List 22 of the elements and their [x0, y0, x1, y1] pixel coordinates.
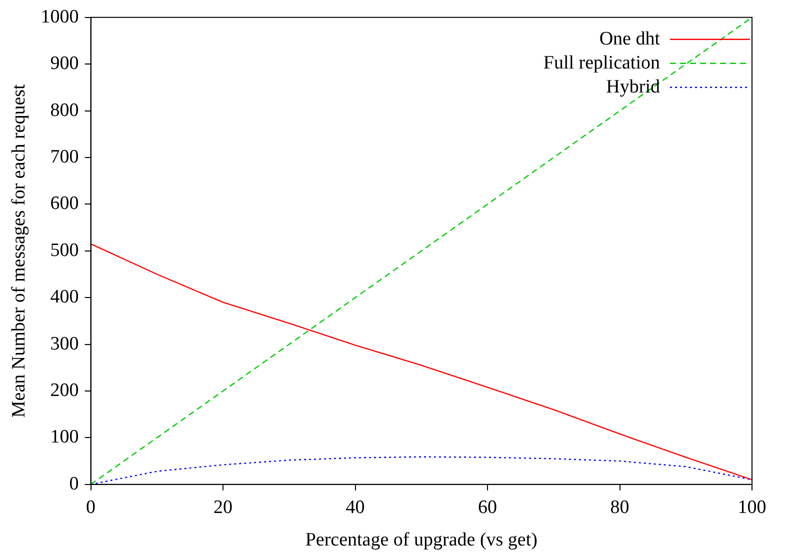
- legend-label: One dht: [599, 28, 661, 50]
- y-tick-label: 200: [50, 380, 79, 401]
- y-tick-label: 800: [50, 100, 79, 121]
- y-tick-label: 600: [50, 193, 79, 214]
- y-tick-label: 300: [50, 333, 79, 354]
- x-tick-label: 40: [346, 496, 365, 518]
- x-axis-title: Percentage of upgrade (vs get): [305, 530, 538, 551]
- x-tick-label: 20: [214, 496, 233, 518]
- x-tick-label: 0: [86, 496, 96, 518]
- y-tick-label: 0: [69, 473, 79, 494]
- y-tick-label: 900: [50, 53, 79, 74]
- y-tick-label: 500: [50, 240, 79, 261]
- x-tick-label: 100: [738, 496, 766, 518]
- x-tick-label: 80: [610, 496, 630, 518]
- y-tick-label: 700: [50, 146, 79, 168]
- y-tick-label: 400: [50, 286, 79, 308]
- y-axis-title: Mean Number of messages for each request: [8, 83, 30, 418]
- y-tick-label: 100: [50, 426, 79, 448]
- legend-label: Hybrid: [606, 76, 660, 98]
- legend-label: Full replication: [543, 52, 660, 74]
- y-tick-label: 1000: [40, 6, 79, 28]
- x-tick-label: 60: [478, 496, 498, 518]
